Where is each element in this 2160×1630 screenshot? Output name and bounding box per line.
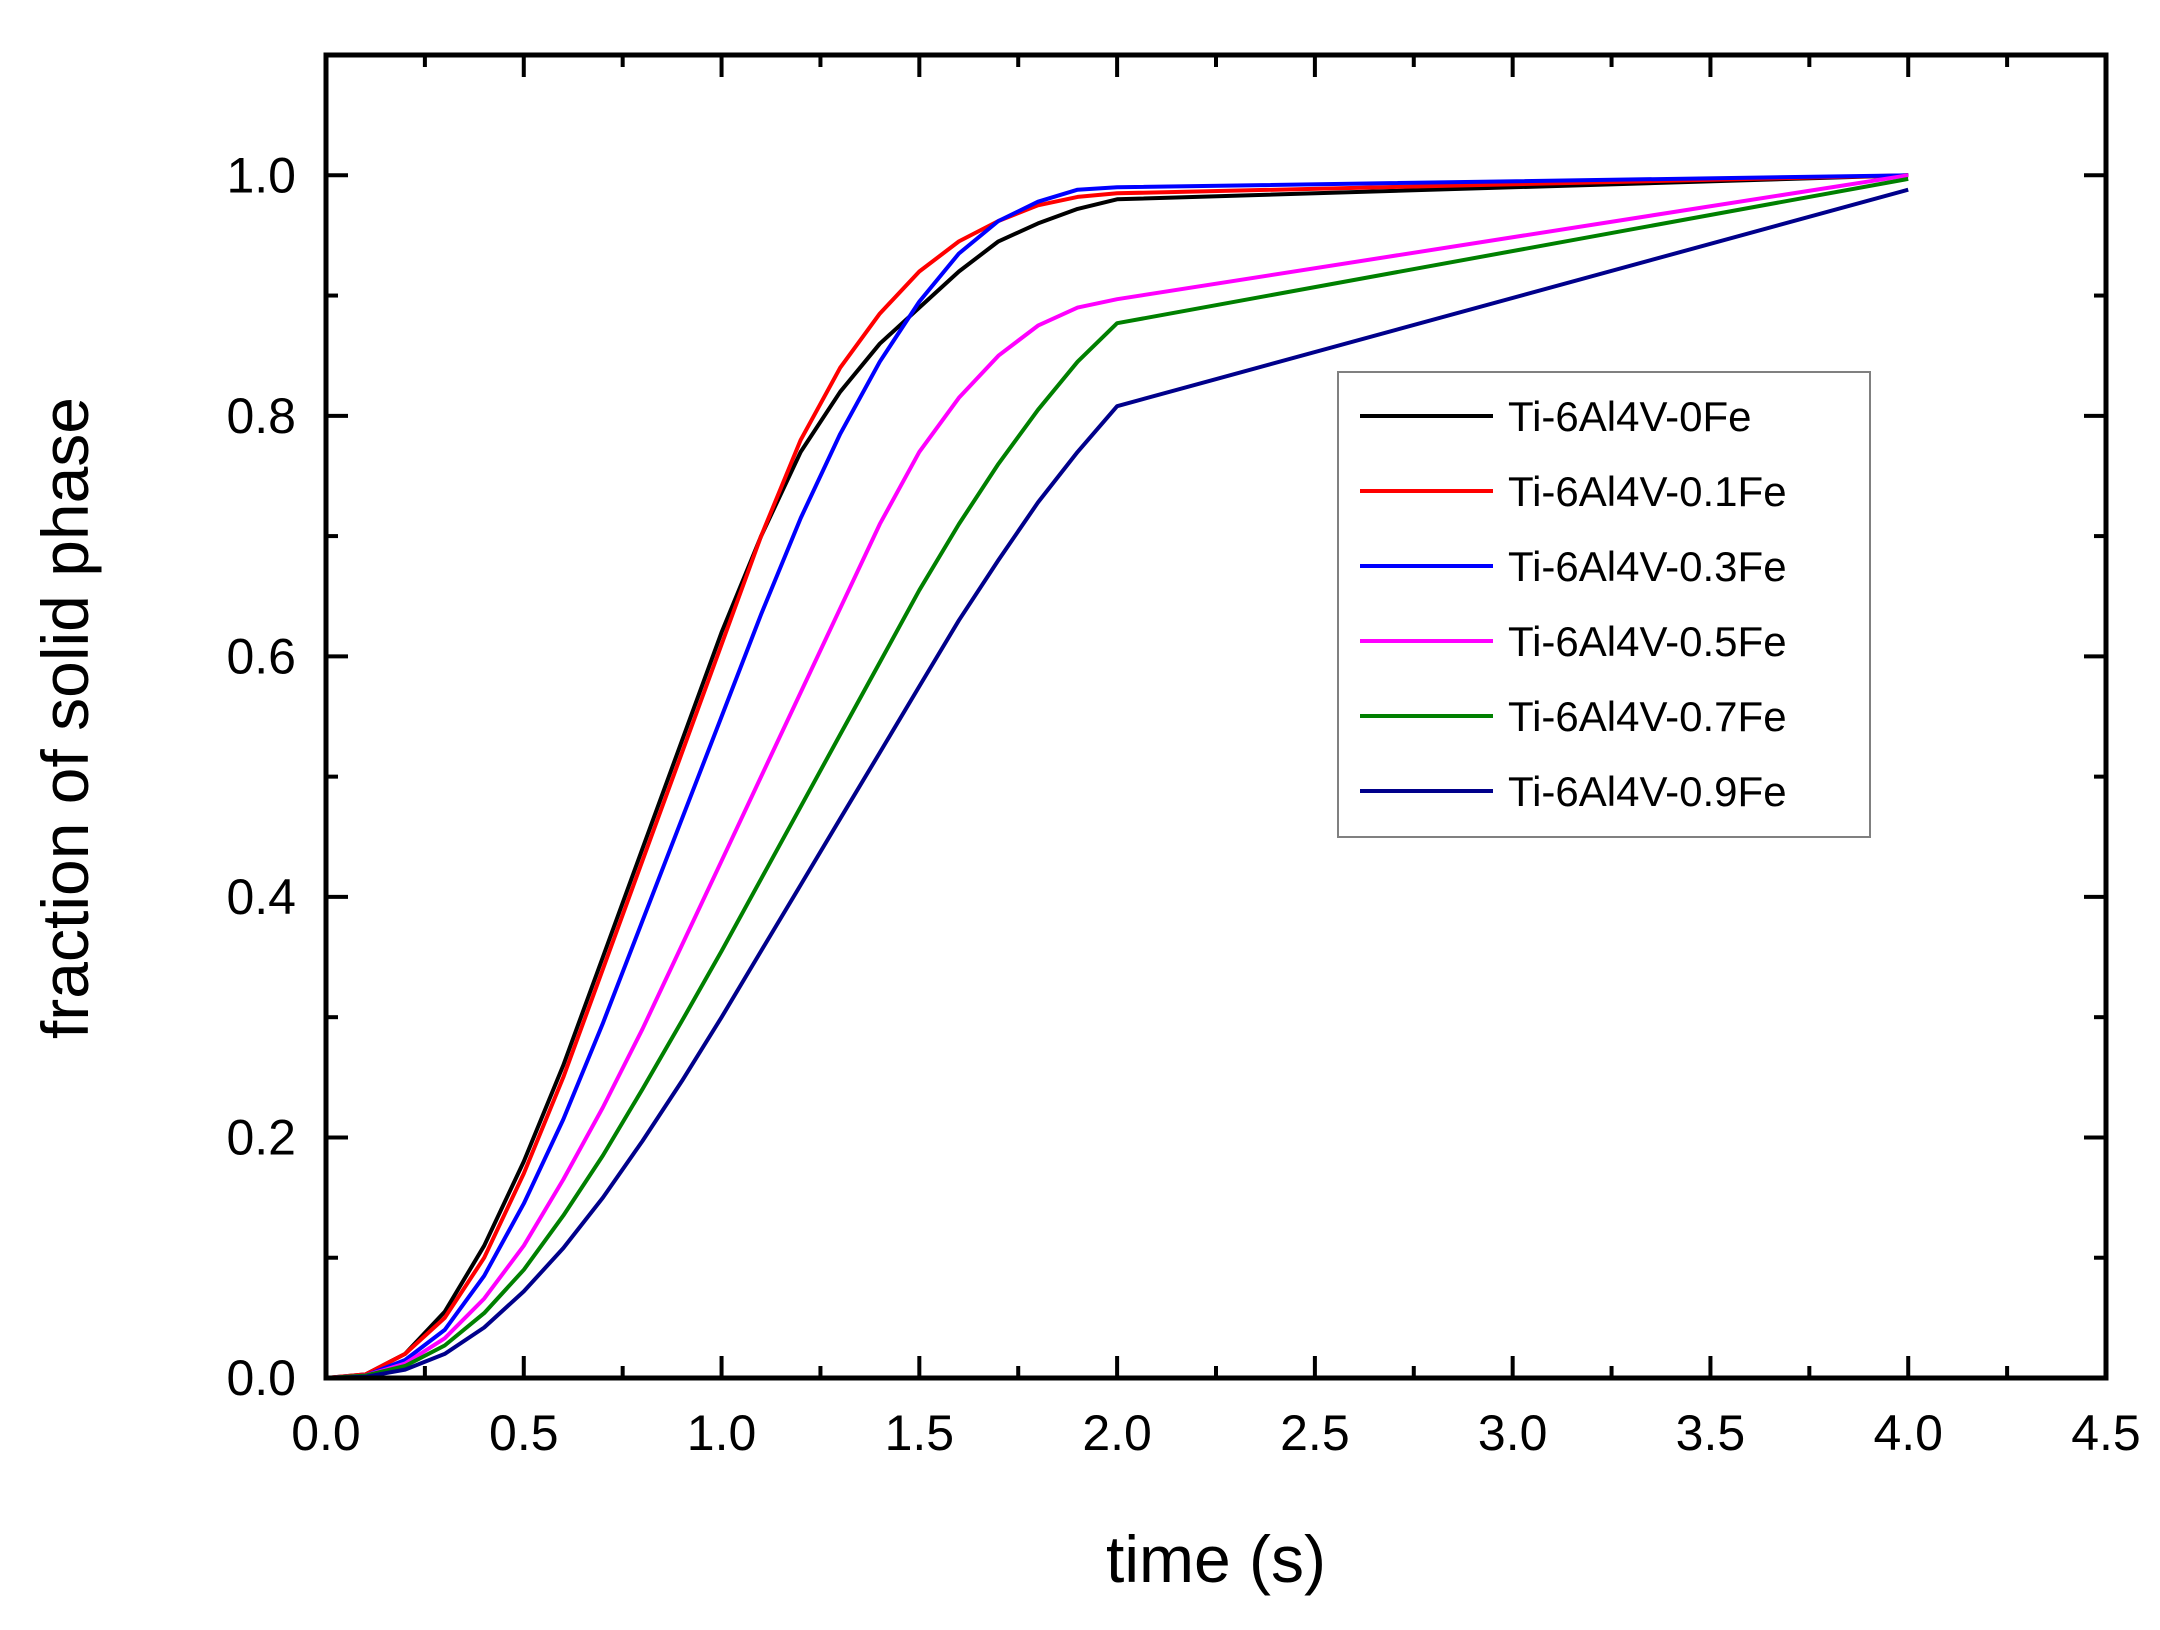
series-line-3: [325, 173, 1909, 1380]
x-tick-label: 4.5: [2071, 1405, 2141, 1461]
x-tick-label: 2.0: [1082, 1405, 1152, 1461]
y-tick-label: 1.0: [226, 147, 296, 203]
x-tick-label: 0.0: [291, 1405, 361, 1461]
legend-label-2: Ti-6Al4V-0.3Fe: [1508, 543, 1787, 590]
legend-box: [1337, 371, 1871, 838]
y-axis-title: fraction of solid phase: [28, 397, 102, 1039]
legend: Ti-6Al4V-0Fe Ti-6Al4V-0.1Fe Ti-6Al4V-0.3Fe…: [1337, 371, 1871, 838]
x-tick-labels: 0.0 0.5 1.0 1.5 2.0 2.5 3.0 3.5 4.0 4.5: [291, 1405, 2141, 1461]
x-tick-label: 2.5: [1280, 1405, 1350, 1461]
x-tick-label: 3.5: [1676, 1405, 1746, 1461]
y-tick-label: 0.8: [226, 388, 296, 444]
legend-label-3: Ti-6Al4V-0.5Fe: [1508, 618, 1787, 665]
x-tick-label: 4.0: [1873, 1405, 1943, 1461]
legend-items: Ti-6Al4V-0Fe Ti-6Al4V-0.1Fe Ti-6Al4V-0.3Fe…: [1360, 393, 1787, 815]
x-axis-title: time (s): [1106, 1522, 1326, 1596]
legend-label-0: Ti-6Al4V-0Fe: [1508, 393, 1752, 440]
y-tick-label: 0.0: [226, 1350, 296, 1406]
x-tick-label: 0.5: [489, 1405, 559, 1461]
x-tick-label: 3.0: [1478, 1405, 1548, 1461]
y-tick-label: 0.2: [226, 1109, 296, 1165]
legend-label-1: Ti-6Al4V-0.1Fe: [1508, 468, 1787, 515]
x-tick-label: 1.0: [687, 1405, 757, 1461]
series-line-4: [325, 176, 1909, 1380]
x-tick-label: 1.5: [885, 1405, 955, 1461]
y-tick-label: 0.4: [226, 869, 296, 925]
y-tick-labels: 0.0 0.2 0.4 0.6 0.8 1.0: [226, 147, 296, 1406]
legend-label-4: Ti-6Al4V-0.7Fe: [1508, 693, 1787, 740]
series-line-2: [325, 173, 1909, 1380]
series-line-5: [325, 187, 1909, 1380]
legend-label-5: Ti-6Al4V-0.9Fe: [1508, 768, 1787, 815]
y-tick-label: 0.6: [226, 628, 296, 684]
ticks-layer: [324, 53, 2108, 1380]
series-line-0: [325, 173, 1909, 1380]
series-layer: [325, 173, 1909, 1380]
